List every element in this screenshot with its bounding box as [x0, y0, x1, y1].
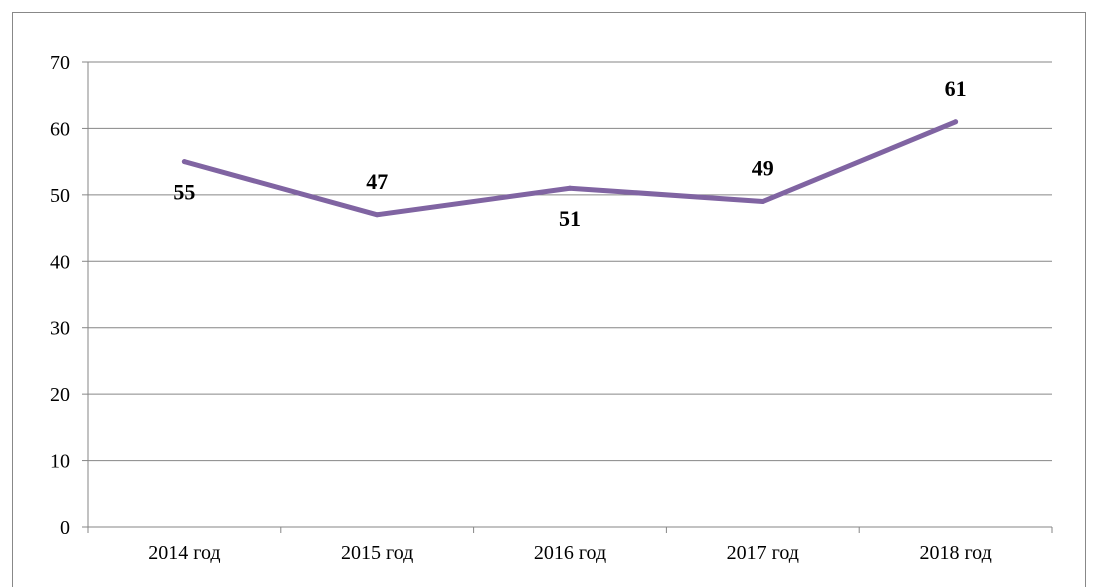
line-chart: 0 10 20 30 40 50 60 70 2014 год 2015 год 2016 год…	[50, 52, 1053, 564]
x-tick-label: 2018 год	[919, 542, 991, 564]
chart-frame	[12, 12, 1086, 587]
y-tick-label: 60	[50, 118, 70, 140]
data-label: 61	[945, 76, 967, 101]
series-line	[181, 119, 959, 218]
gridlines	[88, 61, 1052, 462]
x-tick-label: 2015 год	[341, 542, 413, 564]
series-layer	[181, 119, 959, 218]
y-tick-label: 10	[50, 451, 70, 473]
y-axis-tick-labels: 0 10 20 30 40 50 60 70	[50, 52, 70, 539]
data-point	[181, 159, 187, 165]
data-label: 55	[173, 180, 195, 205]
x-axis-tick-labels: 2014 год 2015 год 2016 год 2017 год 2018 год	[148, 542, 992, 564]
y-tick-label: 0	[60, 517, 70, 539]
data-label: 47	[366, 169, 388, 194]
y-tick-label: 40	[50, 251, 70, 273]
data-point	[374, 212, 380, 218]
data-point	[953, 119, 959, 125]
data-point	[760, 199, 766, 204]
data-labels: 55 47 51 49 61	[173, 76, 966, 231]
x-tick-label: 2017 год	[727, 542, 799, 564]
axes	[82, 61, 1053, 533]
data-label: 51	[559, 206, 581, 231]
y-tick-label: 20	[50, 384, 70, 406]
data-point	[567, 185, 573, 191]
y-tick-label: 30	[50, 318, 70, 340]
y-tick-label: 50	[50, 185, 70, 207]
x-tick-label: 2016 год	[534, 542, 606, 564]
data-label: 49	[752, 156, 774, 181]
y-tick-label: 70	[50, 52, 70, 74]
x-tick-label: 2014 год	[148, 542, 220, 564]
